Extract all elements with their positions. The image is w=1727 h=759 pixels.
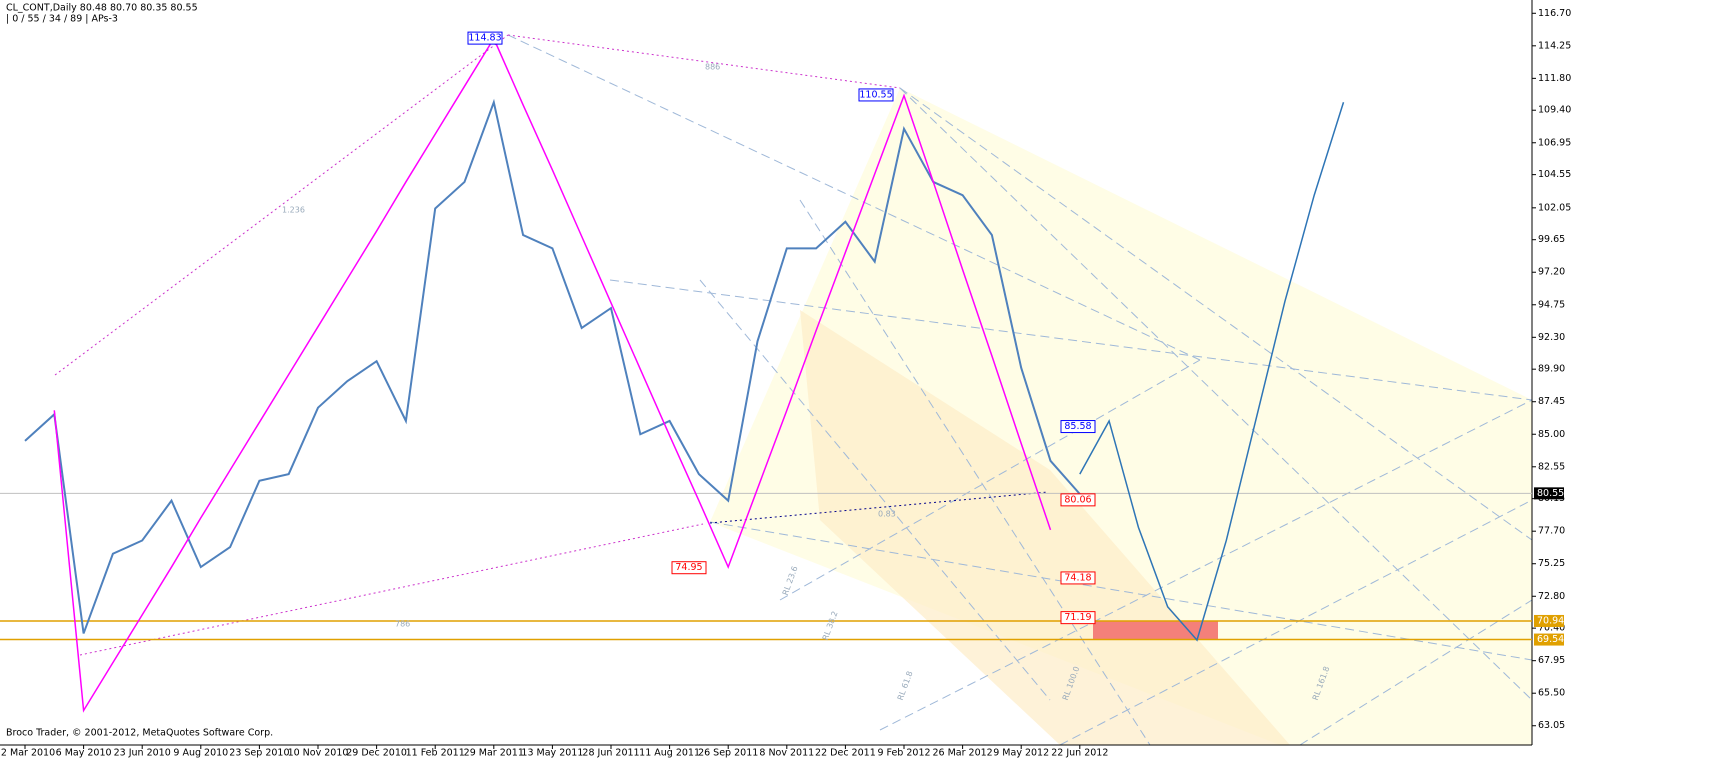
x-tick-label: 9 May 2012 xyxy=(993,748,1049,759)
x-tick-label: 29 Mar 2011 xyxy=(464,748,524,759)
x-tick-label: 23 Jun 2010 xyxy=(114,748,171,759)
y-tick-label: 97.20 xyxy=(1538,267,1565,278)
y-tick-label: 92.30 xyxy=(1538,332,1565,343)
fib-label: 786 xyxy=(395,620,410,629)
y-tick-label: 89.90 xyxy=(1538,364,1565,375)
y-tick-label: 77.70 xyxy=(1538,526,1565,537)
y-tick-label: 85.00 xyxy=(1538,429,1565,440)
pivot-box xyxy=(671,561,707,575)
fib-label: 0.83 xyxy=(878,510,896,519)
x-tick-label: 22 Mar 2010 xyxy=(0,748,55,759)
x-tick-label: 11 Feb 2011 xyxy=(406,748,465,759)
x-tick-label: 23 Sep 2010 xyxy=(229,748,289,759)
x-tick-label: 26 Mar 2012 xyxy=(932,748,992,759)
y-tick-label: 109.40 xyxy=(1538,105,1571,116)
pivot-box xyxy=(467,31,503,45)
pivot-label: 74.18 xyxy=(1064,572,1091,583)
series-line xyxy=(24,98,1081,634)
y-tick-label: 75.25 xyxy=(1538,558,1565,569)
y-tick-label: 65.50 xyxy=(1538,688,1565,699)
fib-label: 886 xyxy=(705,63,720,72)
y-tick-label: 87.45 xyxy=(1538,396,1565,407)
chart-title: CL_CONT,Daily 80.48 80.70 80.35 80.55 xyxy=(6,3,198,14)
y-tick-label: 94.75 xyxy=(1538,299,1565,310)
series-line xyxy=(1079,102,1345,642)
y-tick-label: 63.05 xyxy=(1538,720,1565,731)
fan-lines xyxy=(507,34,1533,746)
x-tick-label: 28 Jun 2011 xyxy=(582,748,639,759)
fib-label: 1.236 xyxy=(282,206,305,215)
level-label: 69.54 xyxy=(1537,634,1564,645)
y-tick-label: 102.05 xyxy=(1538,202,1571,213)
level-box xyxy=(1534,633,1564,646)
x-tick-label: 6 May 2010 xyxy=(56,748,112,759)
level-box xyxy=(1534,614,1564,627)
pivot-box xyxy=(1060,493,1096,507)
y-tick-label: 116.70 xyxy=(1538,8,1571,19)
x-tick-label: 13 May 2011 xyxy=(521,748,583,759)
pivot-box xyxy=(1060,420,1096,434)
y-tick-label: 82.55 xyxy=(1538,461,1565,472)
x-tick-label: 11 Aug 2011 xyxy=(639,748,700,759)
pivot-label: 110.55 xyxy=(859,89,892,100)
pivot-connectors xyxy=(54,34,901,656)
y-tick-label: 70.40 xyxy=(1538,623,1565,634)
trend-line xyxy=(709,491,1049,524)
y-tick-label: 104.55 xyxy=(1538,169,1571,180)
x-tick-label: 9 Aug 2010 xyxy=(173,748,228,759)
x-tick-label: 10 Nov 2010 xyxy=(288,748,349,759)
y-tick-label: 67.95 xyxy=(1538,655,1565,666)
pivot-box xyxy=(1060,571,1096,585)
y-tick-label: 106.95 xyxy=(1538,137,1571,148)
x-tick-label: 8 Nov 2011 xyxy=(759,748,814,759)
x-tick-label: 22 Dec 2011 xyxy=(815,748,876,759)
current-price-box xyxy=(1534,487,1564,500)
pivot-label: 74.95 xyxy=(675,562,702,573)
x-tick-label: 22 Jun 2012 xyxy=(1051,748,1108,759)
level-label: 70.94 xyxy=(1537,615,1564,626)
pivot-box xyxy=(858,88,894,102)
footer: Broco Trader, © 2001-2012, MetaQuotes So… xyxy=(6,728,273,739)
indicator-info: | 0 / 55 / 34 / 89 | APs-3 xyxy=(6,14,118,25)
series-line xyxy=(53,36,1052,713)
x-tick-label: 29 Dec 2010 xyxy=(346,748,407,759)
x-tick-label: 9 Feb 2012 xyxy=(877,748,930,759)
pivot-label: 71.19 xyxy=(1064,612,1091,623)
pivot-box xyxy=(1060,611,1096,625)
current-price-label: 80.55 xyxy=(1537,488,1564,499)
y-tick-label: 111.80 xyxy=(1538,73,1571,84)
y-tick-label: 114.25 xyxy=(1538,40,1571,51)
pivot-label: 114.83 xyxy=(468,33,501,44)
target-zone xyxy=(1093,620,1218,640)
pivot-label: 85.58 xyxy=(1064,421,1091,432)
pivot-label: 80.06 xyxy=(1064,494,1091,505)
x-tick-label: 26 Sep 2011 xyxy=(698,748,758,759)
y-tick-label: 99.65 xyxy=(1538,234,1565,245)
y-tick-label: 72.80 xyxy=(1538,591,1565,602)
